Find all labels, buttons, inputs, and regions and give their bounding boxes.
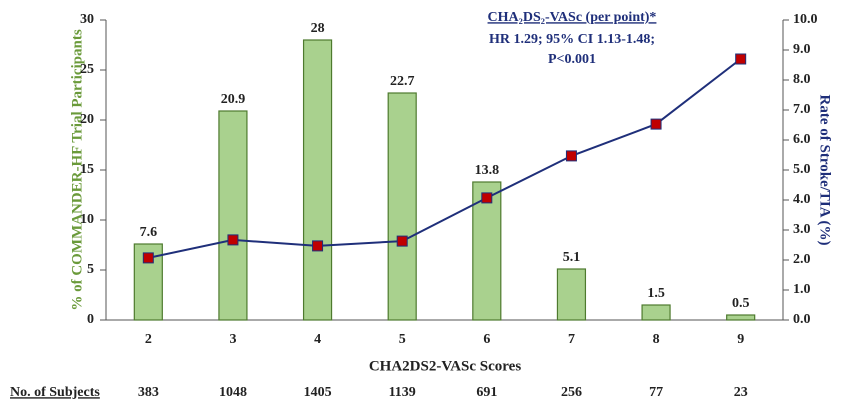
y-tick-label: 15 (80, 162, 94, 177)
y-tick-label: 10 (80, 212, 94, 227)
marker (227, 234, 239, 246)
y2-tick-label: 4.0 (793, 192, 811, 207)
subjects-count: 1139 (389, 385, 416, 400)
subjects-count: 77 (649, 385, 663, 400)
bar (218, 110, 248, 321)
subjects-count: 23 (734, 385, 748, 400)
y2-tick-label: 8.0 (793, 72, 811, 87)
bar-value-label: 22.7 (390, 74, 415, 89)
bar-value-label: 1.5 (647, 286, 665, 301)
x-tick-label: 8 (653, 332, 660, 347)
marker (396, 235, 408, 247)
y2-tick-label: 10.0 (793, 12, 818, 27)
x-tick-label: 9 (737, 332, 744, 347)
bar-value-label: 28 (311, 21, 325, 36)
y-tick-label: 30 (80, 12, 94, 27)
x-tick-label: 7 (568, 332, 575, 347)
y2-tick-label: 7.0 (793, 102, 811, 117)
y2-tick-label: 3.0 (793, 222, 811, 237)
y-tick-label: 20 (80, 112, 94, 127)
bar (302, 39, 333, 321)
subjects-label: No. of Subjects (10, 385, 100, 400)
y2-tick-label: 5.0 (793, 162, 811, 177)
bar (472, 181, 502, 321)
y2-tick-label: 2.0 (793, 252, 811, 267)
annotation: CHA₂DS₂-VASc (per point)* (488, 10, 657, 25)
y2-tick-label: 0.0 (793, 312, 811, 327)
bar-value-label: 7.6 (140, 225, 158, 240)
y2-tick-label: 6.0 (793, 132, 811, 147)
bar-value-label: 20.9 (221, 92, 246, 107)
subjects-count: 256 (561, 385, 582, 400)
y-tick-label: 5 (87, 262, 94, 277)
y2-axis-title: Rate of Stroke/TIA (%) (817, 95, 833, 246)
subjects-count: 1048 (219, 385, 247, 400)
marker (142, 252, 154, 264)
x-tick-label: 6 (483, 332, 490, 347)
line (148, 58, 742, 259)
subjects-count: 383 (138, 385, 159, 400)
x-tick-label: 4 (314, 332, 321, 347)
marker (650, 118, 662, 130)
y2-tick-label: 9.0 (793, 42, 811, 57)
bar-value-label: 13.8 (475, 163, 500, 178)
marker (565, 150, 577, 162)
bar-value-label: 0.5 (732, 296, 750, 311)
x-tick-label: 3 (229, 332, 236, 347)
subjects-count: 691 (476, 385, 497, 400)
annotation: HR 1.29; 95% CI 1.13-1.48; (489, 32, 655, 47)
y-axis-title: % of COMMANDER-HF Trial Participants (69, 29, 85, 311)
bar (726, 314, 756, 321)
x-tick-label: 5 (399, 332, 406, 347)
bar-value-label: 5.1 (563, 250, 581, 265)
x-axis-title: CHA2DS2-VASc Scores (369, 358, 522, 374)
y2-tick-label: 1.0 (793, 282, 811, 297)
y-tick-label: 0 (87, 312, 94, 327)
marker (735, 53, 747, 65)
marker (481, 192, 493, 204)
subjects-count: 1405 (304, 385, 332, 400)
bar (641, 304, 671, 321)
bar (556, 268, 587, 321)
annotation: P<0.001 (548, 52, 596, 67)
x-tick-label: 2 (145, 332, 152, 347)
bar (387, 92, 417, 321)
y-tick-label: 25 (80, 62, 94, 77)
marker (312, 240, 324, 252)
